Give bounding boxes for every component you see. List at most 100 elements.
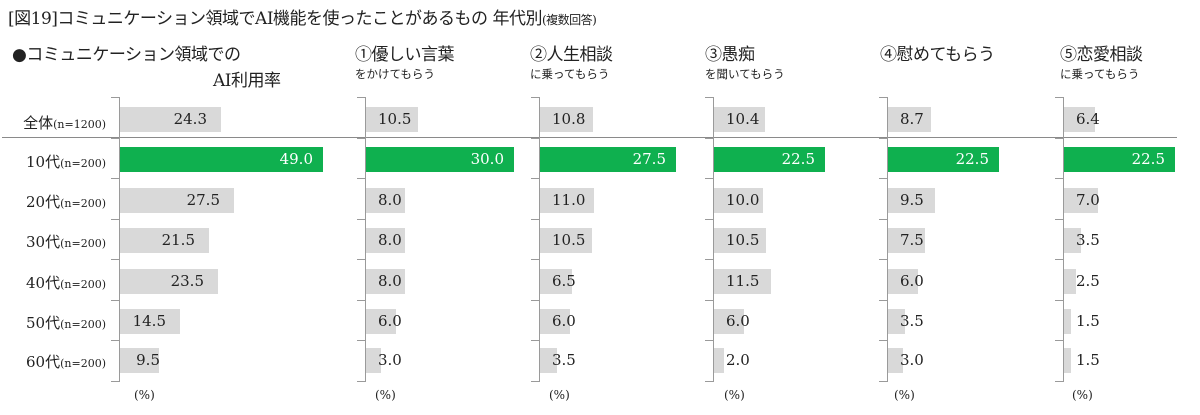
value-label: 8.0 xyxy=(378,231,402,249)
axis-tick xyxy=(879,138,888,139)
value-label: 9.5 xyxy=(900,191,924,209)
panel-subtitle-2: に乗ってもらう xyxy=(530,67,610,81)
axis-tick xyxy=(879,340,888,341)
axis-line-2 xyxy=(539,97,540,381)
bar-4-0 xyxy=(888,107,931,132)
row-label-all: 全体(n=1200) xyxy=(23,114,106,132)
axis-tick xyxy=(531,97,540,98)
row-label-20s: 20代(n=200) xyxy=(26,193,106,211)
axis-tick xyxy=(705,340,714,341)
bar-0-6 xyxy=(120,348,159,373)
bar-1-6 xyxy=(366,348,381,373)
bar-1-2 xyxy=(366,188,405,213)
bar-5-2 xyxy=(1064,188,1098,213)
unit-label-3: (%) xyxy=(724,388,745,402)
bar-3-2 xyxy=(714,188,763,213)
axis-tick xyxy=(1055,381,1064,382)
value-label: 6.0 xyxy=(378,312,402,330)
axis-tick xyxy=(531,300,540,301)
chart-title-main: [図19]コミュニケーション領域でAI機能を使ったことがあるもの 年代別 xyxy=(8,9,542,29)
axis-tick xyxy=(357,259,366,260)
axis-tick xyxy=(1055,97,1064,98)
panel-title-3: ③愚痴 xyxy=(705,45,755,65)
row-label-50s: 50代(n=200) xyxy=(26,314,106,332)
panel-subtitle-3: を聞いてもらう xyxy=(705,67,785,81)
axis-tick xyxy=(357,138,366,139)
value-label: 6.4 xyxy=(1076,110,1100,128)
axis-line-0 xyxy=(119,97,120,381)
row-label-30s: 30代(n=200) xyxy=(26,233,106,251)
bar-4-3 xyxy=(888,228,925,253)
axis-tick xyxy=(357,340,366,341)
bar-5-1 xyxy=(1064,147,1175,172)
bar-2-1 xyxy=(540,147,676,172)
axis-tick xyxy=(111,97,120,98)
panel-subtitle-1: をかけてもらう xyxy=(355,67,435,81)
axis-tick xyxy=(357,97,366,98)
axis-tick xyxy=(531,138,540,139)
bar-0-4 xyxy=(120,269,218,294)
axis-line-1 xyxy=(365,97,366,381)
value-label: 2.5 xyxy=(1076,272,1100,290)
panel-title-0: ●コミュニケーション領域での xyxy=(12,45,241,65)
value-label: 6.0 xyxy=(726,312,750,330)
axis-tick xyxy=(357,219,366,220)
axis-tick xyxy=(705,97,714,98)
axis-tick xyxy=(1055,178,1064,179)
value-label: 10.5 xyxy=(726,231,760,249)
value-label: 11.5 xyxy=(726,272,760,290)
value-label: 8.0 xyxy=(378,191,402,209)
axis-tick xyxy=(705,381,714,382)
value-label: 22.5 xyxy=(781,150,815,168)
axis-tick xyxy=(531,340,540,341)
value-label: 9.5 xyxy=(136,351,160,369)
axis-tick xyxy=(111,259,120,260)
bar-4-4 xyxy=(888,269,918,294)
axis-tick xyxy=(531,219,540,220)
bar-5-5 xyxy=(1064,309,1071,334)
value-label: 3.5 xyxy=(1076,231,1100,249)
panel-title-2: ②人生相談 xyxy=(530,45,613,65)
bar-5-6 xyxy=(1064,348,1071,373)
axis-tick xyxy=(879,259,888,260)
value-label: 6.5 xyxy=(552,272,576,290)
bar-2-4 xyxy=(540,269,572,294)
bar-4-1 xyxy=(888,147,999,172)
value-label: 10.5 xyxy=(378,110,412,128)
unit-label-5: (%) xyxy=(1072,388,1093,402)
axis-tick xyxy=(705,178,714,179)
bar-1-1 xyxy=(366,147,514,172)
axis-tick xyxy=(111,138,120,139)
axis-line-5 xyxy=(1063,97,1064,381)
bar-1-5 xyxy=(366,309,396,334)
panel-title-0-line2: AI利用率 xyxy=(213,71,281,91)
panel-title-5: ⑤恋愛相談 xyxy=(1060,45,1143,65)
value-label: 23.5 xyxy=(170,272,204,290)
axis-tick xyxy=(111,381,120,382)
bar-0-2 xyxy=(120,188,234,213)
bar-4-6 xyxy=(888,348,903,373)
panel-title-1: ①優しい言葉 xyxy=(355,45,455,65)
value-label: 10.4 xyxy=(726,110,760,128)
total-row-separator xyxy=(2,137,1177,138)
axis-tick xyxy=(111,300,120,301)
value-label: 10.8 xyxy=(552,110,586,128)
axis-tick xyxy=(1055,138,1064,139)
axis-tick xyxy=(531,178,540,179)
axis-tick xyxy=(531,381,540,382)
axis-tick xyxy=(531,259,540,260)
value-label: 27.5 xyxy=(186,191,220,209)
value-label: 22.5 xyxy=(955,150,989,168)
axis-tick xyxy=(705,259,714,260)
axis-tick xyxy=(111,178,120,179)
bar-0-1 xyxy=(120,147,323,172)
panel-title-4: ④慰めてもらう xyxy=(880,45,995,65)
value-label: 3.5 xyxy=(900,312,924,330)
value-label: 3.0 xyxy=(900,351,924,369)
chart-title: [図19]コミュニケーション領域でAI機能を使ったことがあるもの 年代別(複数回… xyxy=(8,4,597,29)
value-label: 7.0 xyxy=(1076,191,1100,209)
value-label: 6.0 xyxy=(552,312,576,330)
bar-0-0 xyxy=(120,107,221,132)
bar-3-3 xyxy=(714,228,766,253)
bar-0-5 xyxy=(120,309,180,334)
